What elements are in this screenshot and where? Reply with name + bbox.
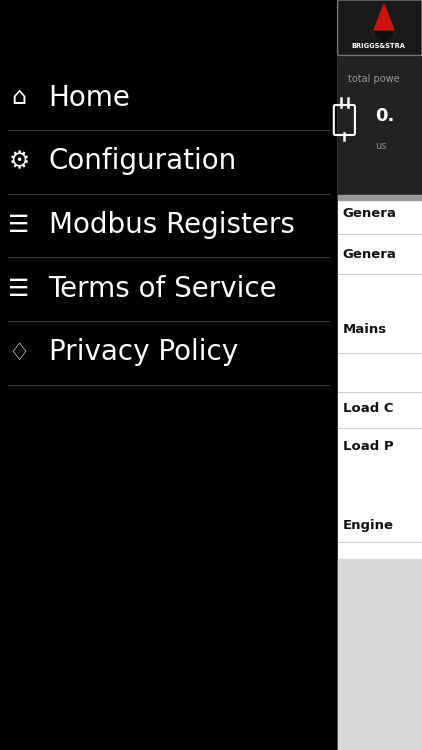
Text: Modbus Registers: Modbus Registers (49, 211, 295, 239)
Text: Genera: Genera (343, 248, 397, 262)
Text: Load C: Load C (343, 402, 393, 416)
Text: ☰: ☰ (8, 277, 30, 301)
Bar (338, 0, 422, 750)
Polygon shape (373, 32, 395, 44)
Text: Genera: Genera (343, 207, 397, 220)
Text: BRIGGS&STRA: BRIGGS&STRA (351, 43, 405, 50)
Bar (338, 0, 422, 195)
Text: Mains: Mains (343, 323, 387, 337)
Text: ☰: ☰ (8, 213, 30, 237)
Bar (0, 0, 338, 750)
Bar (338, 195, 422, 200)
Text: Configuration: Configuration (49, 147, 237, 176)
Text: Terms of Service: Terms of Service (49, 274, 277, 303)
Text: Privacy Policy: Privacy Policy (49, 338, 238, 367)
Text: ⌂: ⌂ (11, 86, 27, 109)
Text: us: us (376, 141, 387, 152)
Bar (338, 559, 422, 750)
Text: Engine: Engine (343, 518, 394, 532)
Text: Home: Home (49, 83, 130, 112)
Text: total powe: total powe (348, 74, 399, 84)
Polygon shape (373, 4, 395, 33)
Bar (338, 0, 422, 56)
Text: ⚙: ⚙ (8, 149, 30, 173)
Text: ♢: ♢ (8, 340, 30, 364)
Text: 0.: 0. (376, 107, 395, 125)
Text: Load P: Load P (343, 440, 393, 453)
